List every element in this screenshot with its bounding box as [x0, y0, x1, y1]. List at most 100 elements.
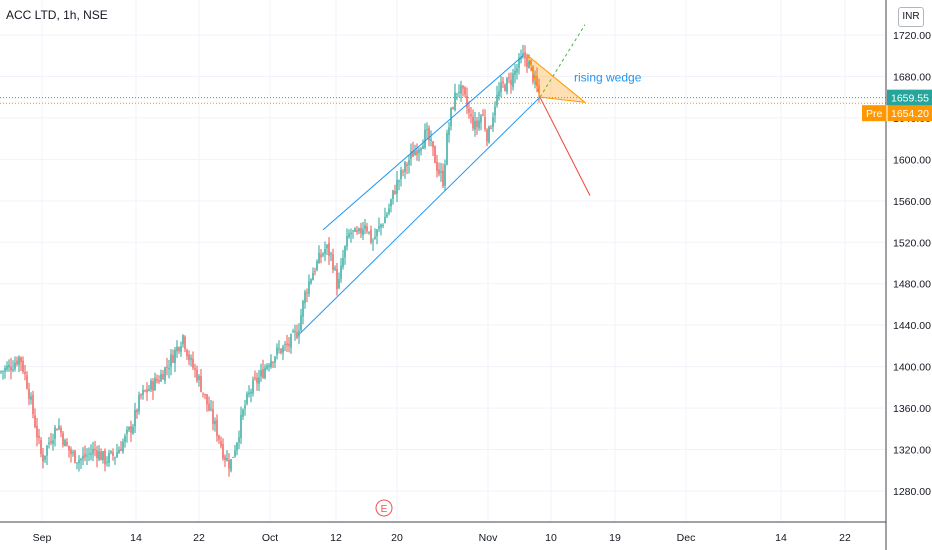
candle-up [410, 151, 412, 159]
candle-up [458, 91, 460, 93]
candle-down [462, 85, 464, 89]
candle-up [522, 53, 524, 57]
price-axis[interactable]: 1720.001680.001640.001600.001560.001520.… [862, 0, 932, 550]
candle-down [112, 452, 114, 456]
candle-up [342, 257, 344, 267]
candle-up [80, 458, 82, 461]
candle-up [496, 94, 498, 106]
candle-down [50, 441, 52, 443]
time-tick-label: 19 [609, 532, 621, 544]
candle-down [34, 415, 36, 428]
pre-price-badge[interactable] [862, 105, 932, 122]
time-axis[interactable]: Sep 14 22 Oct 12 20 Nov 10 19 Dec 14 22 [0, 521, 886, 544]
candle-down [510, 79, 512, 86]
candle-up [322, 253, 324, 256]
time-tick-label: 20 [391, 532, 403, 544]
candle-down [28, 389, 30, 400]
candle-up [448, 127, 450, 136]
candle-up [4, 367, 6, 372]
candle-down [502, 81, 504, 84]
candle-up [250, 391, 252, 394]
candle-down [332, 254, 334, 270]
candle-up [310, 279, 312, 284]
candle-up [264, 367, 266, 379]
candle-up [122, 441, 124, 452]
price-tick-label: 1520.00 [893, 237, 931, 249]
candle-up [290, 334, 292, 348]
candle-up [444, 164, 446, 186]
candle-up [132, 426, 134, 434]
candle-up [364, 225, 366, 230]
time-tick-label: Sep [33, 532, 52, 544]
candle-down [526, 56, 528, 67]
candle-up [352, 230, 354, 232]
candle-up [242, 409, 244, 417]
candle-down [130, 426, 132, 433]
candle-up [268, 365, 270, 367]
candle-down [452, 107, 454, 110]
candle-up [426, 129, 428, 131]
candle-up [396, 179, 398, 194]
candle-down [536, 76, 538, 88]
candle-up [298, 330, 300, 337]
target-up-line[interactable] [539, 24, 586, 98]
candle-up [380, 224, 382, 228]
candle-up [312, 272, 314, 281]
candle-up [182, 335, 184, 345]
candle-down [104, 450, 106, 465]
rising-wedge-triangle[interactable] [527, 54, 587, 104]
symbol-title: ACC LTD, 1h, NSE [6, 8, 108, 22]
candle-up [236, 442, 238, 451]
candle-up [400, 170, 402, 180]
candle-up [234, 450, 236, 457]
earnings-marker-icon[interactable] [375, 499, 393, 517]
candle-up [266, 365, 268, 369]
candle-down [360, 227, 362, 234]
candle-down [184, 336, 186, 350]
candle-up [346, 236, 348, 247]
candle-down [166, 366, 168, 368]
candle-up [528, 60, 530, 69]
target-down-line[interactable] [539, 96, 591, 196]
earnings-marker-label[interactable]: E [381, 504, 388, 515]
candle-up [300, 315, 302, 331]
candle-up [98, 451, 100, 460]
candle-down [470, 114, 472, 117]
time-tick-label: 12 [330, 532, 342, 544]
candle-up [82, 455, 84, 459]
candle-up [6, 365, 8, 370]
candle-up [282, 346, 284, 353]
price-tick-label: 1280.00 [893, 486, 931, 498]
candle-down [38, 435, 40, 439]
candle-down [288, 343, 290, 346]
candle-up [420, 148, 422, 151]
candle-down [220, 441, 222, 447]
candle-up [276, 347, 278, 355]
candle-down [314, 271, 316, 273]
candle-up [118, 449, 120, 454]
candle-up [344, 246, 346, 258]
candle-up [260, 370, 262, 377]
candle-up [334, 268, 336, 270]
pre-price-tag-label: Pre [866, 108, 883, 120]
candle-up [518, 57, 520, 68]
candle-up [350, 232, 352, 234]
candle-down [416, 150, 418, 155]
candle-down [206, 394, 208, 405]
candle-up [270, 360, 272, 368]
channel-upper-line[interactable] [322, 55, 524, 231]
rising-wedge-label[interactable]: rising wedge [574, 70, 642, 84]
currency-button[interactable]: INR [898, 7, 924, 27]
candle-up [102, 451, 104, 461]
candle-up [134, 410, 136, 427]
candle-up [88, 453, 90, 455]
candle-down [144, 390, 146, 392]
candle-up [174, 349, 176, 364]
channel-lower-line[interactable] [299, 96, 541, 334]
chart-drawings[interactable]: rising wedge E [0, 24, 886, 517]
last-price-badge[interactable] [887, 89, 932, 106]
candle-up [18, 356, 20, 365]
candle-up [226, 457, 228, 461]
candlestick-series [0, 44, 540, 477]
